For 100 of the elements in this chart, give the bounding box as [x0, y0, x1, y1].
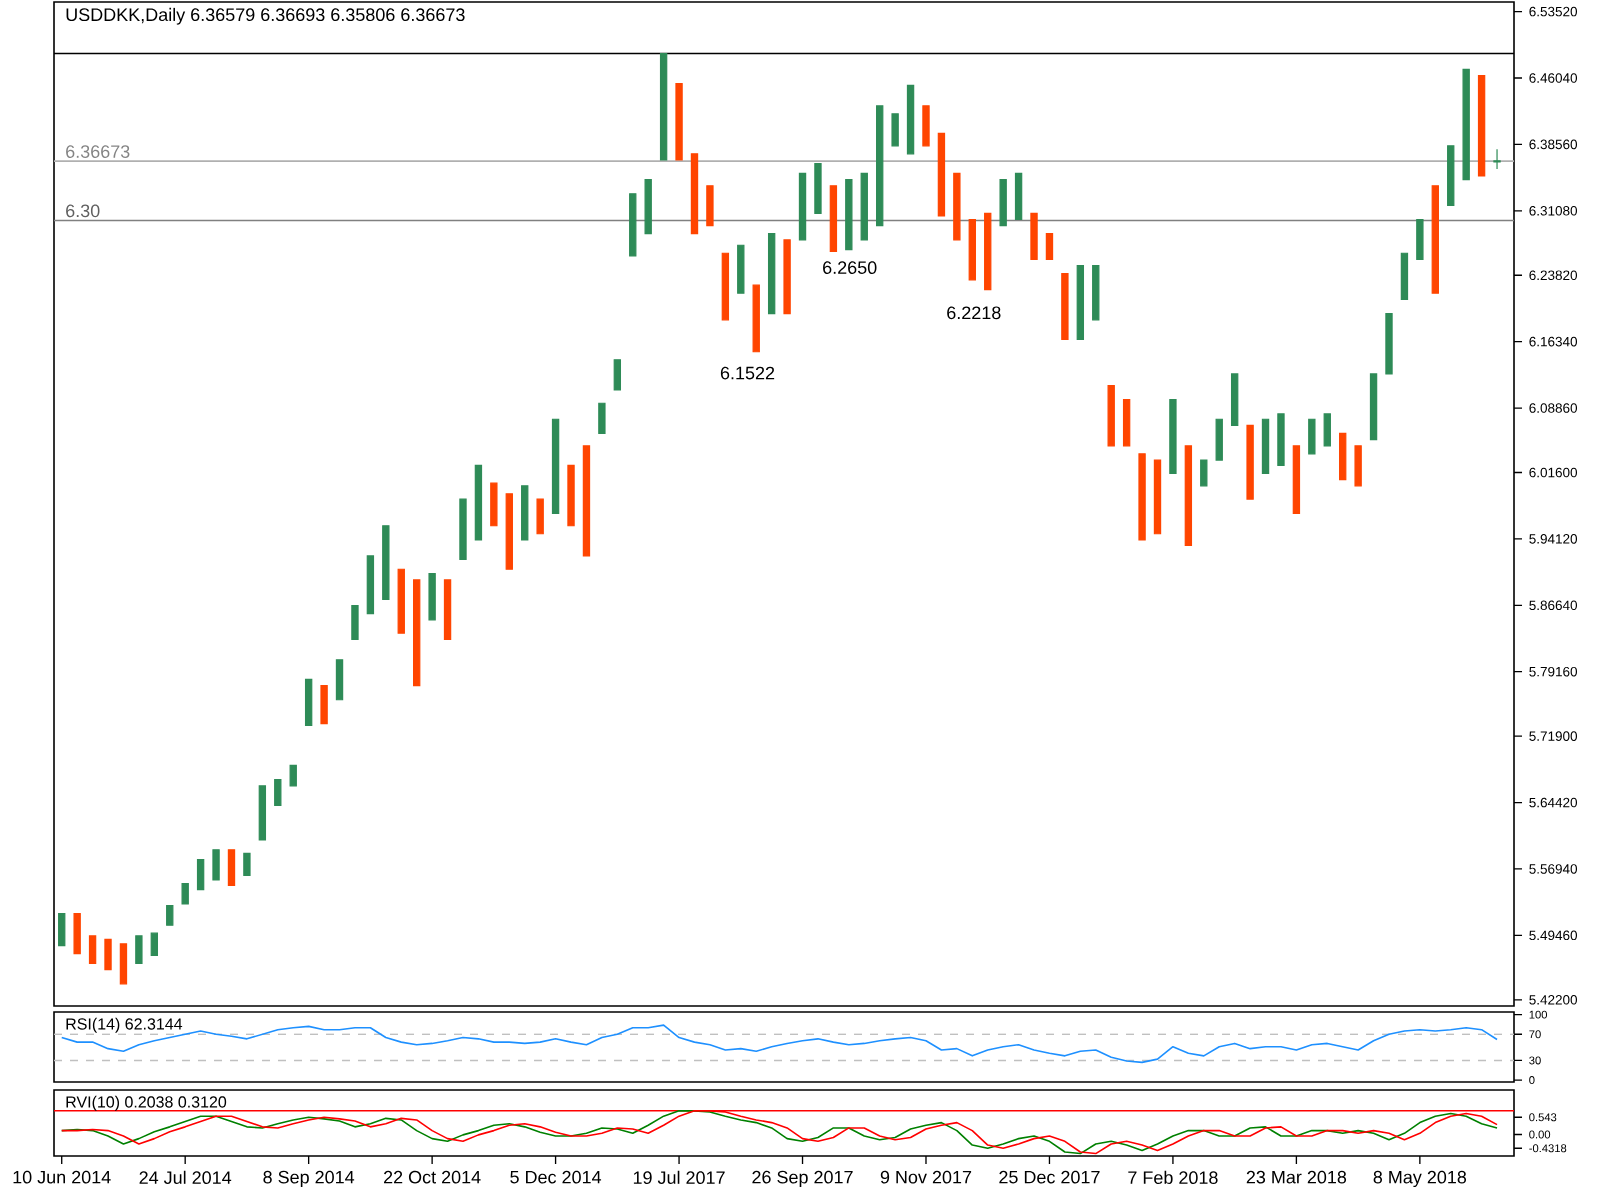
candlestick	[613, 359, 622, 391]
candlestick	[1493, 148, 1501, 170]
chart-title: RVI(10) 0.2038 0.3120	[66, 1095, 227, 1111]
candlestick	[227, 849, 236, 886]
candlestick	[675, 83, 683, 161]
candlestick	[243, 852, 251, 877]
candlestick	[1061, 273, 1069, 340]
candlestick	[274, 779, 282, 806]
ref-line-label: 6.30	[66, 204, 100, 218]
x-tick-label: 8 May 2018	[1373, 1170, 1467, 1188]
candlestick	[659, 52, 668, 161]
candlestick	[1153, 459, 1162, 535]
candlestick	[783, 239, 791, 315]
candlestick	[1138, 453, 1146, 541]
candlestick	[490, 482, 498, 527]
candlestick	[891, 113, 899, 147]
candlestick	[258, 785, 267, 841]
candlestick	[984, 212, 992, 291]
candlestick	[1354, 445, 1362, 487]
candlestick	[382, 525, 390, 601]
candlestick	[1400, 252, 1409, 300]
x-tick-label: 22 Oct 2014	[384, 1170, 481, 1184]
candlestick	[58, 913, 66, 947]
candlestick	[1277, 413, 1285, 466]
candlestick	[1092, 265, 1100, 321]
ref-line-label: 6.36673	[66, 145, 130, 158]
candlestick	[1261, 418, 1270, 474]
candlestick	[1107, 384, 1115, 447]
candlestick	[737, 244, 745, 294]
candlestick	[860, 172, 868, 241]
x-tick-label: 7 Feb 2018	[1128, 1170, 1218, 1184]
candlestick	[1292, 445, 1301, 514]
candlestick	[196, 858, 205, 891]
candlestick	[814, 162, 822, 214]
candlestick	[181, 882, 189, 905]
candlestick	[1416, 218, 1424, 261]
candlestick	[1045, 233, 1054, 261]
x-tick-label: 10 Jun 2014	[13, 1170, 111, 1184]
annotation: 6.1522	[720, 366, 775, 380]
candlestick	[1339, 432, 1347, 481]
candlestick	[289, 764, 297, 787]
candlestick	[1014, 172, 1023, 221]
candlestick	[1323, 413, 1331, 447]
candlestick	[752, 284, 760, 353]
candlestick	[629, 193, 637, 257]
candlestick	[1076, 265, 1085, 340]
candlestick	[459, 498, 467, 561]
candlestick	[1230, 373, 1239, 427]
x-tick-label: 5 Dec 2014	[510, 1170, 602, 1184]
candlestick	[582, 445, 591, 557]
candlestick	[1246, 424, 1254, 500]
candlestick	[876, 105, 884, 227]
candlestick	[567, 464, 575, 527]
x-tick-label: 23 Mar 2018	[1246, 1170, 1347, 1184]
x-tick-label: 25 Dec 2017	[999, 1170, 1100, 1184]
candlestick	[1184, 445, 1193, 546]
candlestick	[953, 172, 961, 241]
candlestick	[1122, 399, 1131, 447]
candlestick	[397, 568, 405, 634]
candlestick	[1169, 399, 1177, 474]
candlestick	[798, 172, 807, 241]
candlestick	[690, 153, 699, 235]
candlestick	[1308, 418, 1316, 455]
x-tick-label: 9 Nov 2017	[880, 1170, 972, 1184]
candlestick	[937, 132, 946, 217]
candlestick	[73, 913, 81, 955]
annotation: 6.2650	[823, 261, 877, 274]
candlestick	[428, 573, 436, 621]
candlestick	[999, 178, 1007, 227]
candlestick	[968, 218, 976, 281]
candlestick	[906, 84, 915, 155]
x-tick-label: 8 Sep 2014	[263, 1170, 355, 1188]
annotation: 6.2218	[947, 306, 1001, 320]
candlestick	[922, 105, 930, 147]
candlestick	[320, 684, 328, 725]
candlestick	[505, 493, 513, 570]
candlestick	[706, 185, 714, 227]
candlestick	[1447, 145, 1455, 206]
candlestick	[521, 485, 529, 541]
candlestick	[212, 849, 220, 881]
candlestick	[150, 932, 159, 957]
candlestick	[166, 905, 174, 926]
candlestick	[474, 464, 483, 541]
candlestick	[1030, 212, 1038, 261]
candlestick	[536, 498, 544, 535]
x-tick-label: 19 Jul 2017	[633, 1170, 725, 1184]
x-tick-label: 24 Jul 2014	[139, 1170, 232, 1184]
candlestick	[551, 418, 560, 514]
candlestick	[413, 579, 421, 687]
candlestick	[1200, 459, 1208, 487]
candlestick	[351, 605, 359, 640]
chart-title: RSI(14) 62.3144	[66, 1017, 183, 1033]
candlestick	[1385, 313, 1393, 375]
candlestick	[598, 402, 606, 435]
candlestick	[721, 252, 730, 321]
candlestick	[1369, 373, 1378, 441]
candlestick	[304, 678, 313, 727]
candlestick	[1477, 75, 1486, 177]
candlestick	[443, 579, 452, 640]
candlestick	[104, 938, 112, 971]
